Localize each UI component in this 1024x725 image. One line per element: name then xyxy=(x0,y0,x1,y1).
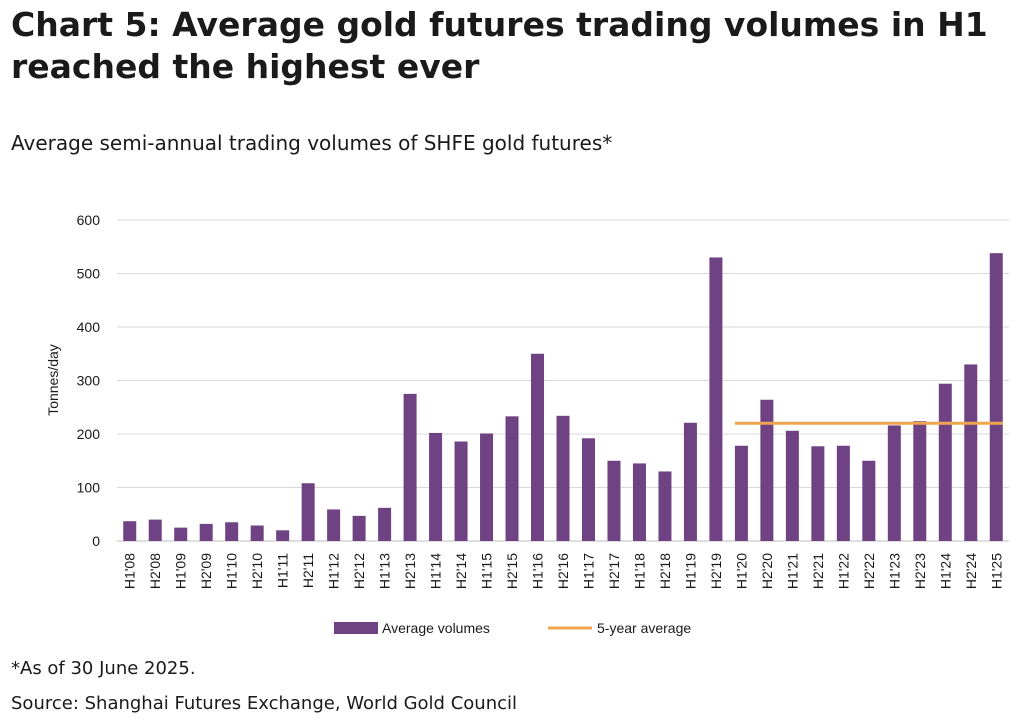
chart-subtitle: Average semi-annual trading volumes of S… xyxy=(11,131,613,155)
x-tick-label: H2'17 xyxy=(606,553,622,589)
source-note: Source: Shanghai Futures Exchange, World… xyxy=(11,693,517,714)
x-tick-label: H1'23 xyxy=(886,553,902,589)
bar xyxy=(429,432,443,541)
x-tick-label: H1'11 xyxy=(275,553,291,588)
y-tick-label: 0 xyxy=(92,533,100,549)
bar xyxy=(913,421,927,541)
x-tick-label: H1'24 xyxy=(937,553,953,589)
bar xyxy=(250,525,264,541)
bar xyxy=(581,438,595,541)
x-tick-label: H1'14 xyxy=(428,553,444,589)
bar xyxy=(989,253,1003,542)
x-tick-label: H1'19 xyxy=(682,553,698,589)
bar xyxy=(454,441,468,541)
x-tick-label: H1'25 xyxy=(988,553,1004,589)
x-tick-label: H2'12 xyxy=(351,553,367,589)
bar xyxy=(327,509,341,541)
bar xyxy=(199,523,213,541)
x-tick-label: H1'18 xyxy=(631,553,647,589)
bar xyxy=(556,415,570,541)
x-tick-label: H2'10 xyxy=(249,553,265,589)
x-tick-label: H2'09 xyxy=(198,553,214,589)
x-tick-label: H1'12 xyxy=(326,553,342,589)
bar xyxy=(785,430,799,541)
x-tick-label: H2'18 xyxy=(657,553,673,589)
y-axis-ticks: 0 100 200 300 400 500 600 xyxy=(77,212,101,549)
x-tick-label: H2'08 xyxy=(147,553,163,589)
bar xyxy=(378,507,392,541)
y-axis-label: Tonnes/day xyxy=(45,344,61,416)
x-tick-label: H2'20 xyxy=(759,553,775,589)
bar xyxy=(938,383,952,541)
x-tick-label: H1'10 xyxy=(224,553,240,589)
legend-swatch-average-volumes xyxy=(334,622,378,634)
bar-chart: 0 100 200 300 400 500 600 Tonnes/day H1'08 H2'0… xyxy=(45,212,1009,636)
bar xyxy=(403,393,417,541)
bar xyxy=(683,422,697,541)
y-tick-label: 200 xyxy=(77,426,101,442)
y-tick-label: 500 xyxy=(77,266,101,282)
x-tick-label: H1'20 xyxy=(733,553,749,589)
y-tick-label: 300 xyxy=(77,373,101,389)
bar xyxy=(225,522,239,541)
x-tick-label: H1'13 xyxy=(377,553,393,589)
bar xyxy=(862,460,876,541)
x-tick-label: H2'24 xyxy=(963,553,979,589)
bar xyxy=(709,257,723,541)
bar xyxy=(607,460,621,541)
x-tick-label: H1'21 xyxy=(784,553,800,589)
bar xyxy=(480,433,494,541)
x-tick-label: H2'23 xyxy=(912,553,928,589)
legend: Average volumes 5-year average xyxy=(334,620,691,636)
bar xyxy=(760,399,774,541)
bar xyxy=(658,471,672,541)
legend-label-5-year-average: 5-year average xyxy=(597,620,691,636)
x-tick-label: H2'14 xyxy=(453,553,469,589)
x-tick-label: H1'16 xyxy=(530,553,546,589)
bars xyxy=(123,253,1003,542)
footnote: *As of 30 June 2025. xyxy=(11,658,196,679)
bar xyxy=(964,364,978,541)
bar xyxy=(301,483,315,541)
x-tick-label: H2'11 xyxy=(300,553,316,588)
x-tick-label: H2'19 xyxy=(708,553,724,589)
bar xyxy=(531,353,545,541)
y-tick-label: 100 xyxy=(77,480,101,496)
y-tick-label: 400 xyxy=(77,319,101,335)
bar xyxy=(836,445,850,541)
x-tick-label: H2'21 xyxy=(810,553,826,589)
x-axis-ticks: H1'08 H2'08 H1'09 H2'09 H1'10 H2'10 H1'11 H2'11… xyxy=(122,553,1005,589)
bar xyxy=(811,446,825,541)
legend-label-average-volumes: Average volumes xyxy=(382,620,490,636)
bar xyxy=(505,416,519,541)
y-tick-label: 600 xyxy=(77,212,101,228)
bar xyxy=(887,425,901,541)
chart-title: Chart 5: Average gold futures trading vo… xyxy=(11,5,988,86)
x-tick-label: H2'16 xyxy=(555,553,571,589)
x-tick-label: H1'17 xyxy=(580,553,596,589)
x-tick-label: H1'15 xyxy=(479,553,495,589)
x-tick-label: H1'09 xyxy=(173,553,189,589)
bar xyxy=(734,445,748,541)
bar xyxy=(276,530,290,541)
bar xyxy=(174,527,188,541)
bar xyxy=(632,463,646,541)
bar xyxy=(123,521,137,541)
bar xyxy=(352,515,366,541)
x-tick-label: H1'22 xyxy=(835,553,851,589)
x-tick-label: H2'15 xyxy=(504,553,520,589)
x-tick-label: H2'13 xyxy=(402,553,418,589)
x-tick-label: H2'22 xyxy=(861,553,877,589)
x-tick-label: H1'08 xyxy=(122,553,138,589)
bar xyxy=(148,519,162,541)
